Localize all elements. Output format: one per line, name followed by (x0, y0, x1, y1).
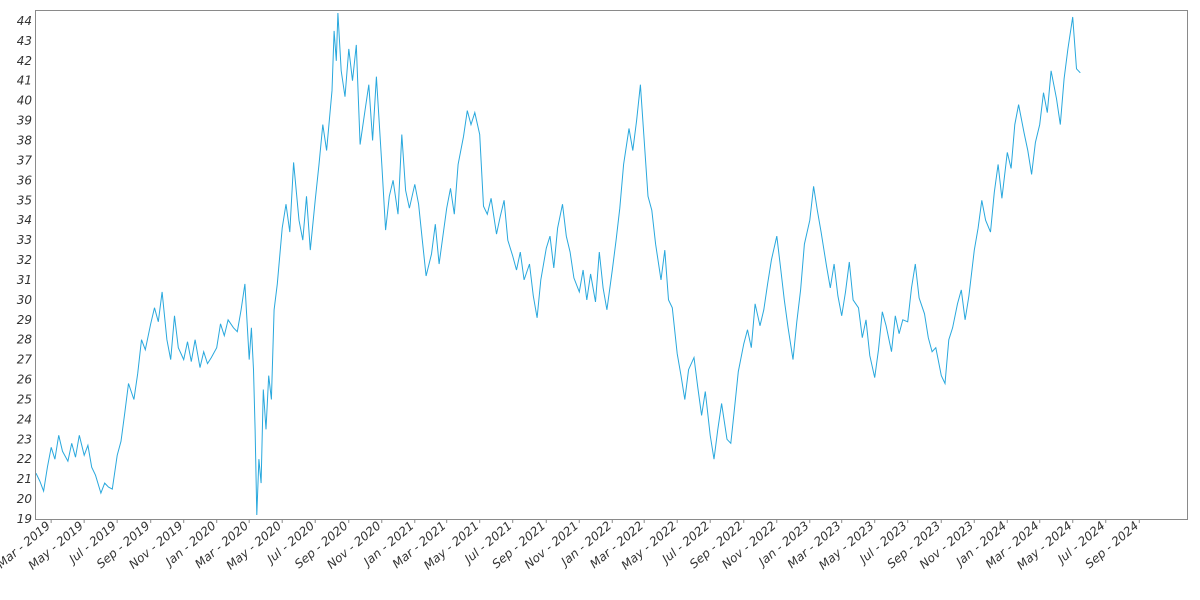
y-axis-tick-labels: 19 20 21 22 23 24 25 26 27 28 29 30 31 32 33 34 35 36 37 38… (17, 14, 33, 526)
y-tick-label: 24 (17, 412, 32, 426)
series-line (35, 12, 1081, 516)
y-tick-label: 40 (17, 94, 33, 108)
plot-area-border (35, 10, 1188, 520)
y-tick-label: 31 (17, 273, 32, 287)
y-tick-label: 43 (17, 34, 32, 48)
y-tick-label: 25 (17, 392, 32, 406)
y-tick-label: 44 (17, 14, 32, 28)
y-tick-label: 38 (17, 133, 33, 147)
y-tick-label: 35 (17, 193, 32, 207)
y-tick-label: 41 (17, 74, 32, 88)
y-tick-label: 23 (17, 432, 32, 446)
y-tick-label: 29 (17, 313, 32, 327)
y-tick-label: 39 (17, 114, 32, 128)
y-tick-label: 27 (17, 353, 33, 367)
y-tick-label: 22 (17, 452, 32, 466)
y-tick-label: 32 (17, 253, 32, 267)
y-tick-label: 20 (17, 492, 33, 506)
y-tick-label: 21 (17, 472, 32, 486)
y-tick-label: 26 (17, 373, 33, 387)
y-tick-label: 19 (17, 512, 32, 526)
y-tick-label: 42 (17, 54, 32, 68)
y-tick-label: 30 (17, 293, 33, 307)
y-tick-label: 28 (17, 333, 33, 347)
y-tick-label: 33 (17, 233, 32, 247)
y-tick-label: 37 (17, 153, 33, 167)
y-tick-label: 36 (17, 173, 33, 187)
y-tick-label: 34 (17, 213, 32, 227)
